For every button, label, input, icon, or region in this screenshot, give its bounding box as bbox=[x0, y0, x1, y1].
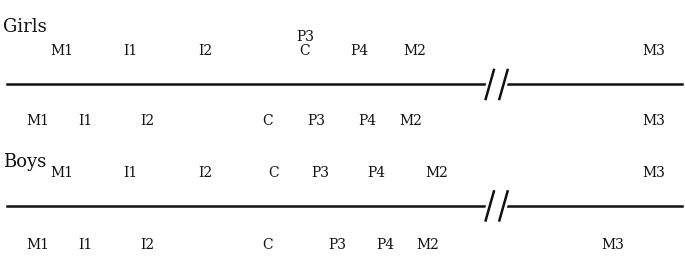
Text: I2: I2 bbox=[199, 166, 212, 180]
Text: M2: M2 bbox=[416, 238, 440, 252]
Text: M3: M3 bbox=[643, 114, 666, 128]
Text: M2: M2 bbox=[403, 44, 426, 58]
Text: P3: P3 bbox=[312, 166, 329, 180]
Text: P4: P4 bbox=[376, 238, 394, 252]
Text: C: C bbox=[262, 114, 273, 128]
Text: I1: I1 bbox=[123, 166, 137, 180]
Text: Girls: Girls bbox=[3, 18, 47, 36]
Text: M3: M3 bbox=[643, 166, 666, 180]
Text: I2: I2 bbox=[140, 238, 154, 252]
Text: M1: M1 bbox=[26, 114, 49, 128]
Text: I1: I1 bbox=[123, 44, 137, 58]
Text: P3: P3 bbox=[296, 30, 314, 44]
Text: C: C bbox=[299, 44, 310, 58]
Text: C: C bbox=[269, 166, 279, 180]
Text: M1: M1 bbox=[50, 166, 73, 180]
Text: M3: M3 bbox=[601, 238, 625, 252]
Text: P3: P3 bbox=[308, 114, 325, 128]
Text: I1: I1 bbox=[79, 114, 92, 128]
Text: M1: M1 bbox=[26, 238, 49, 252]
Text: I2: I2 bbox=[140, 114, 154, 128]
Text: M2: M2 bbox=[425, 166, 449, 180]
Text: I1: I1 bbox=[79, 238, 92, 252]
Text: P4: P4 bbox=[358, 114, 376, 128]
Text: P3: P3 bbox=[328, 238, 346, 252]
Text: C: C bbox=[262, 238, 273, 252]
Text: P4: P4 bbox=[351, 44, 369, 58]
Text: Boys: Boys bbox=[3, 153, 47, 171]
Text: P4: P4 bbox=[367, 166, 385, 180]
Text: M2: M2 bbox=[399, 114, 423, 128]
Text: I2: I2 bbox=[199, 44, 212, 58]
Text: M1: M1 bbox=[50, 44, 73, 58]
Text: M3: M3 bbox=[643, 44, 666, 58]
